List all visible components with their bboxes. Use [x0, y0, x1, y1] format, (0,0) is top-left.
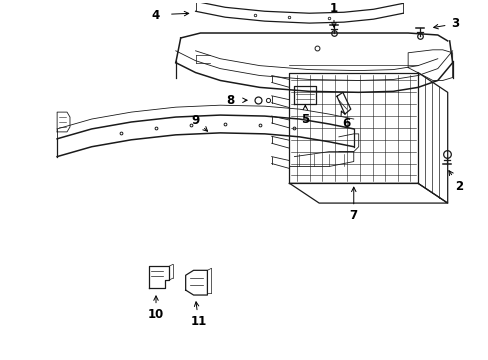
Text: 2: 2	[448, 171, 463, 193]
Text: 1: 1	[329, 2, 337, 27]
Text: 10: 10	[147, 296, 164, 321]
Text: 3: 3	[450, 17, 459, 30]
Text: 9: 9	[191, 113, 207, 131]
Text: 6: 6	[340, 111, 350, 130]
Text: 11: 11	[190, 302, 206, 328]
Text: 8: 8	[225, 94, 234, 107]
Text: 5: 5	[301, 105, 309, 126]
Text: 7: 7	[349, 187, 357, 222]
Text: 4: 4	[152, 9, 160, 22]
